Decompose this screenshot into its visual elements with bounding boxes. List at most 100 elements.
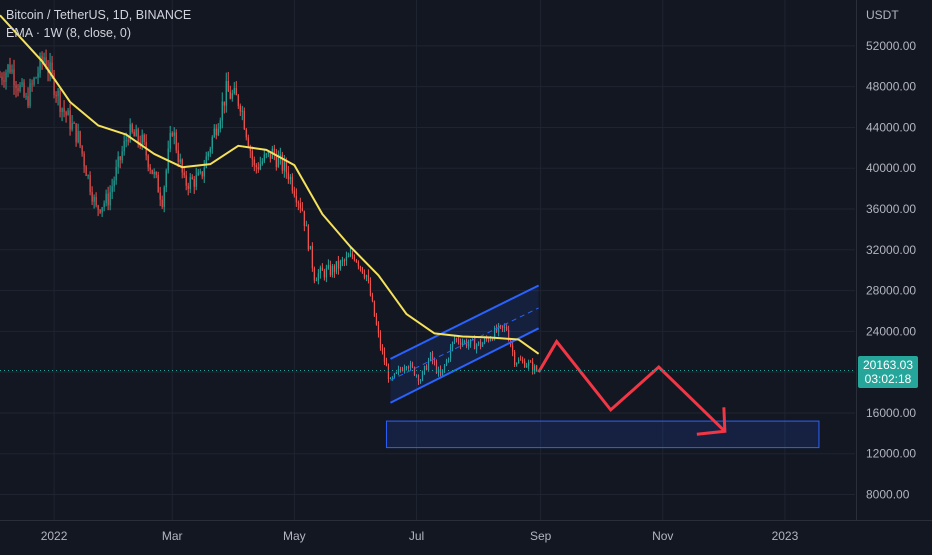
candle-body [313, 268, 315, 281]
candle-body [355, 259, 358, 262]
candle-body [155, 172, 157, 175]
candle-body [9, 64, 11, 73]
candle-body [429, 352, 432, 361]
candle-body [518, 359, 520, 363]
candle-body [127, 140, 129, 142]
indicator-legend: EMA · 1W (8, close, 0) [6, 26, 132, 40]
candle-body [403, 367, 406, 371]
channel-middle-line [390, 307, 539, 381]
candle-body [507, 329, 510, 341]
candle-body [169, 133, 171, 149]
candle-body [101, 207, 103, 213]
x-tick-label: Jul [409, 529, 424, 543]
candle-body [481, 343, 484, 347]
candle-body [31, 83, 33, 85]
candle-body [351, 253, 354, 257]
candle-body [181, 159, 183, 173]
candle-body [267, 151, 269, 154]
candle-body [175, 132, 177, 151]
candle-body [524, 361, 526, 368]
candle-body [119, 156, 121, 161]
candle-body [497, 325, 500, 332]
candle-body [437, 369, 440, 373]
candle-body [91, 192, 93, 202]
candle-body [299, 203, 301, 209]
candle-body [59, 90, 61, 112]
grid [0, 0, 855, 520]
candle-body [487, 339, 490, 341]
candle-body [528, 361, 530, 366]
candle-body [3, 80, 5, 82]
candle-body [171, 133, 173, 136]
candle-body [57, 90, 59, 97]
candle-body [289, 176, 291, 180]
candle-body [5, 72, 7, 82]
candle-body [97, 205, 99, 210]
candle-body [383, 351, 386, 362]
candle-body [209, 148, 211, 153]
target-zone [385, 420, 820, 449]
candle-body [219, 120, 221, 129]
candle-body [189, 177, 191, 189]
candle-body [423, 365, 426, 372]
candle-body [51, 62, 53, 74]
candle-body [273, 148, 275, 156]
candle-body [293, 190, 295, 196]
candle-body [441, 369, 444, 376]
candle-body [427, 360, 430, 370]
candle-body [247, 137, 249, 148]
candle-body [303, 210, 305, 226]
candle-body [151, 169, 153, 174]
candle-body [373, 300, 376, 317]
candle-body [147, 155, 149, 168]
candle-body [315, 280, 317, 282]
candle-body [473, 338, 476, 350]
candle-body [471, 338, 474, 340]
candle-body [255, 165, 257, 168]
candle-body [275, 155, 277, 168]
candle-body [277, 156, 279, 168]
candle-body [199, 171, 201, 173]
candle-body [526, 365, 528, 368]
channel-upper-line [390, 284, 540, 360]
candle-body [534, 365, 536, 371]
candle-body [501, 325, 504, 328]
candle-body [263, 154, 265, 162]
candle-body [111, 186, 113, 193]
candle-body [485, 338, 488, 340]
candle-body [305, 225, 307, 227]
candle-body [409, 363, 412, 369]
candle-body [141, 134, 143, 147]
chart-title: Bitcoin / TetherUS, 1D, BINANCE [6, 8, 192, 22]
candle-body [399, 368, 402, 370]
channel-lower-line [390, 327, 540, 404]
ema-line-path [0, 14, 540, 355]
x-tick-label: 2022 [41, 529, 68, 543]
currency-label: USDT [866, 8, 899, 22]
candle-body [285, 160, 287, 173]
candle-body [317, 273, 319, 281]
candle-body [377, 324, 380, 334]
candle-body [201, 171, 203, 177]
candle-body [361, 267, 364, 273]
candle-body [261, 161, 263, 164]
candle-body [205, 156, 207, 168]
x-tick-label: 2023 [772, 529, 799, 543]
candle-body [447, 358, 450, 360]
candle-body [239, 105, 241, 112]
candle-body [85, 166, 87, 177]
candle-body [237, 95, 239, 106]
candle-body [109, 192, 111, 206]
candle-body [163, 187, 165, 207]
candle-body [15, 85, 17, 89]
candle-body [191, 177, 193, 180]
candle-body [55, 94, 57, 97]
candle-body [269, 151, 271, 159]
candle-body [183, 172, 185, 176]
candle-body [459, 342, 462, 345]
candle-body [71, 122, 73, 130]
candle-body [61, 108, 63, 112]
candle-body [113, 180, 115, 187]
